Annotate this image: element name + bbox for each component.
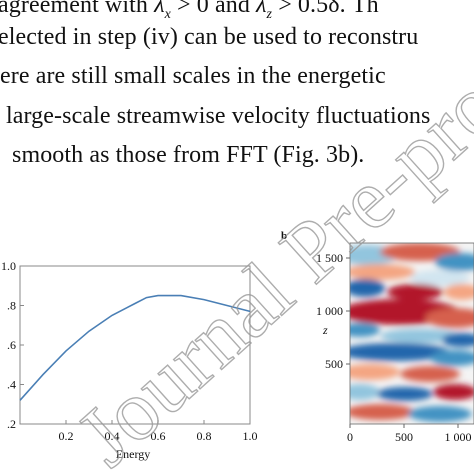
text-span: > 0 [170,0,209,18]
line-chart-frame [19,265,251,425]
x-tick-label: 0.6 [151,429,166,443]
text-span: . Th [339,0,379,18]
heatmap-chart: 1 500 1 000 500 0 500 1 000 z [316,242,474,444]
y-tick-label: .8 [7,299,16,313]
text-line-1: agreement with λx > 0 and λz > 0.5δ. Th [0,0,379,22]
x-tick-label: 1 000 [445,430,472,444]
heatmap-y-ticks: 1 500 1 000 500 [316,251,350,371]
heatmap-x-ticks: 0 500 1 000 [347,424,472,444]
y-tick-label: 500 [325,357,343,371]
line-chart: .2 .4 .6 .8 1.0 0.2 0.4 0.6 0.8 1.0 Energy [1,259,258,461]
text-line-2: elected in step (iv) can be used to reco… [0,24,419,50]
y-tick-label: 1 500 [316,251,343,265]
x-tick-label: 500 [395,430,413,444]
math-subscript: z [266,6,273,22]
math-symbol: λ [154,0,165,18]
x-tick-label: 0.2 [59,429,74,443]
text-span: agreement with [0,0,155,18]
line-chart-x-ticks: 0.2 0.4 0.6 0.8 1.0 [59,420,258,443]
math-subscript: x [164,6,171,22]
text-line-5: smooth as those from FFT (Fig. 3b). [12,142,365,168]
text-line-4: large-scale streamwise velocity fluctuat… [6,103,431,129]
text-span: and [208,0,257,18]
math-symbol: λ [256,0,267,18]
x-tick-label: 0 [347,430,353,444]
y-tick-label: .4 [7,378,16,392]
y-tick-label: .6 [7,338,16,352]
heatmap-ylabel: z [322,323,328,337]
y-tick-label: 1.0 [1,259,16,273]
line-chart-xlabel: Energy [116,447,150,461]
x-tick-label: 0.8 [197,429,212,443]
heatmap-field [350,243,474,424]
line-chart-series [19,294,251,401]
panel-b-label: b [281,230,288,242]
text-line-3: ere are still small scales in the energe… [0,63,386,89]
text-span: > 0.5δ [272,0,340,18]
x-tick-label: 1.0 [243,429,258,443]
y-tick-label: 1 000 [316,304,343,318]
x-tick-label: 0.4 [105,429,120,443]
y-tick-label: .2 [7,417,16,431]
line-chart-y-ticks: .2 .4 .6 .8 1.0 [1,259,24,431]
heatmap-frame [349,242,474,425]
